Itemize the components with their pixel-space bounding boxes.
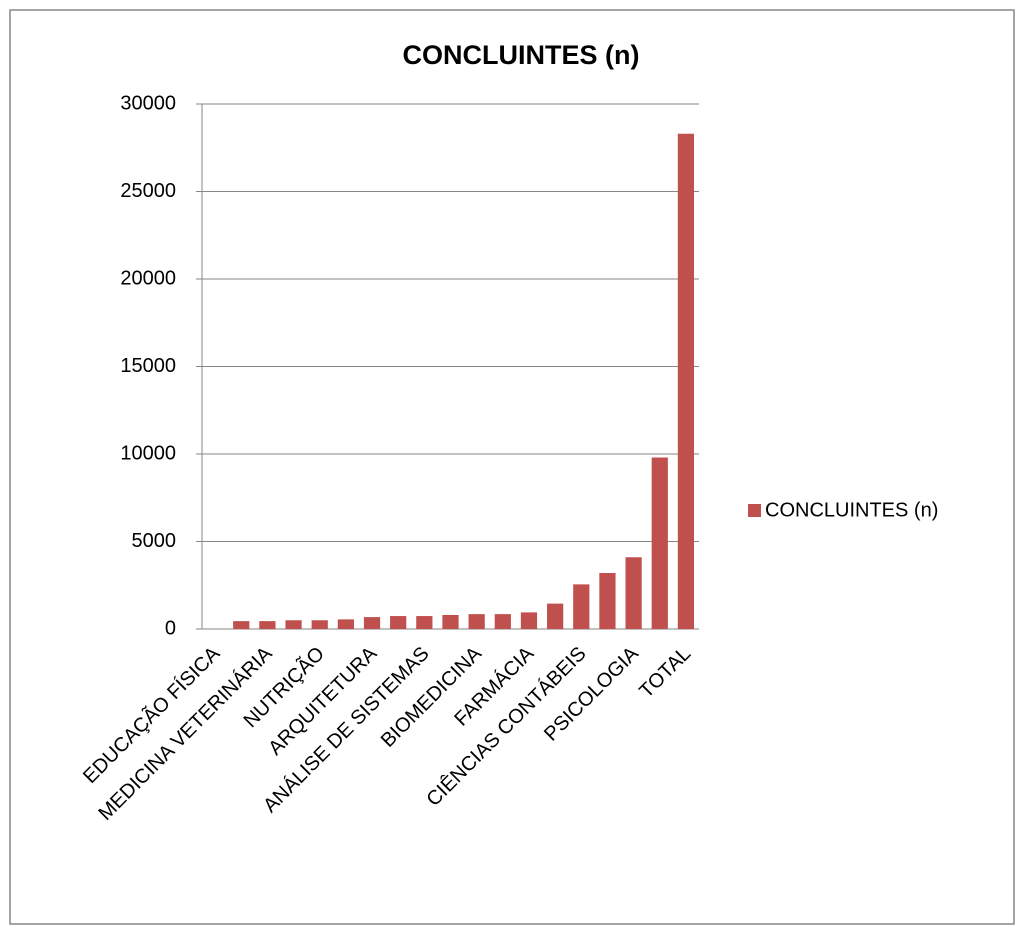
chart-title: CONCLUINTES (n) bbox=[403, 40, 640, 70]
bar bbox=[494, 614, 511, 629]
y-tick-label: 10000 bbox=[120, 442, 176, 464]
legend-label: CONCLUINTES (n) bbox=[765, 499, 938, 521]
y-tick-label: 25000 bbox=[120, 180, 176, 202]
bar bbox=[625, 557, 642, 629]
bar bbox=[416, 616, 433, 629]
bar bbox=[390, 616, 407, 629]
bar bbox=[573, 584, 590, 629]
y-tick-label: 20000 bbox=[120, 267, 176, 289]
y-tick-label: 15000 bbox=[120, 355, 176, 377]
bar bbox=[285, 620, 302, 629]
y-tick-label: 30000 bbox=[120, 92, 176, 114]
bar bbox=[311, 620, 328, 629]
bar bbox=[233, 621, 250, 629]
bar bbox=[651, 457, 668, 629]
legend-swatch bbox=[748, 504, 761, 517]
bar bbox=[547, 603, 564, 629]
bar bbox=[337, 619, 354, 629]
bar bbox=[599, 573, 616, 629]
bar bbox=[259, 621, 276, 629]
bar bbox=[442, 615, 459, 629]
y-tick-label: 0 bbox=[165, 617, 176, 639]
y-tick-label: 5000 bbox=[132, 530, 177, 552]
bar bbox=[363, 617, 381, 629]
bar bbox=[677, 133, 695, 629]
chart-frame bbox=[9, 9, 1015, 925]
bar bbox=[468, 614, 485, 629]
bar bbox=[520, 612, 538, 629]
